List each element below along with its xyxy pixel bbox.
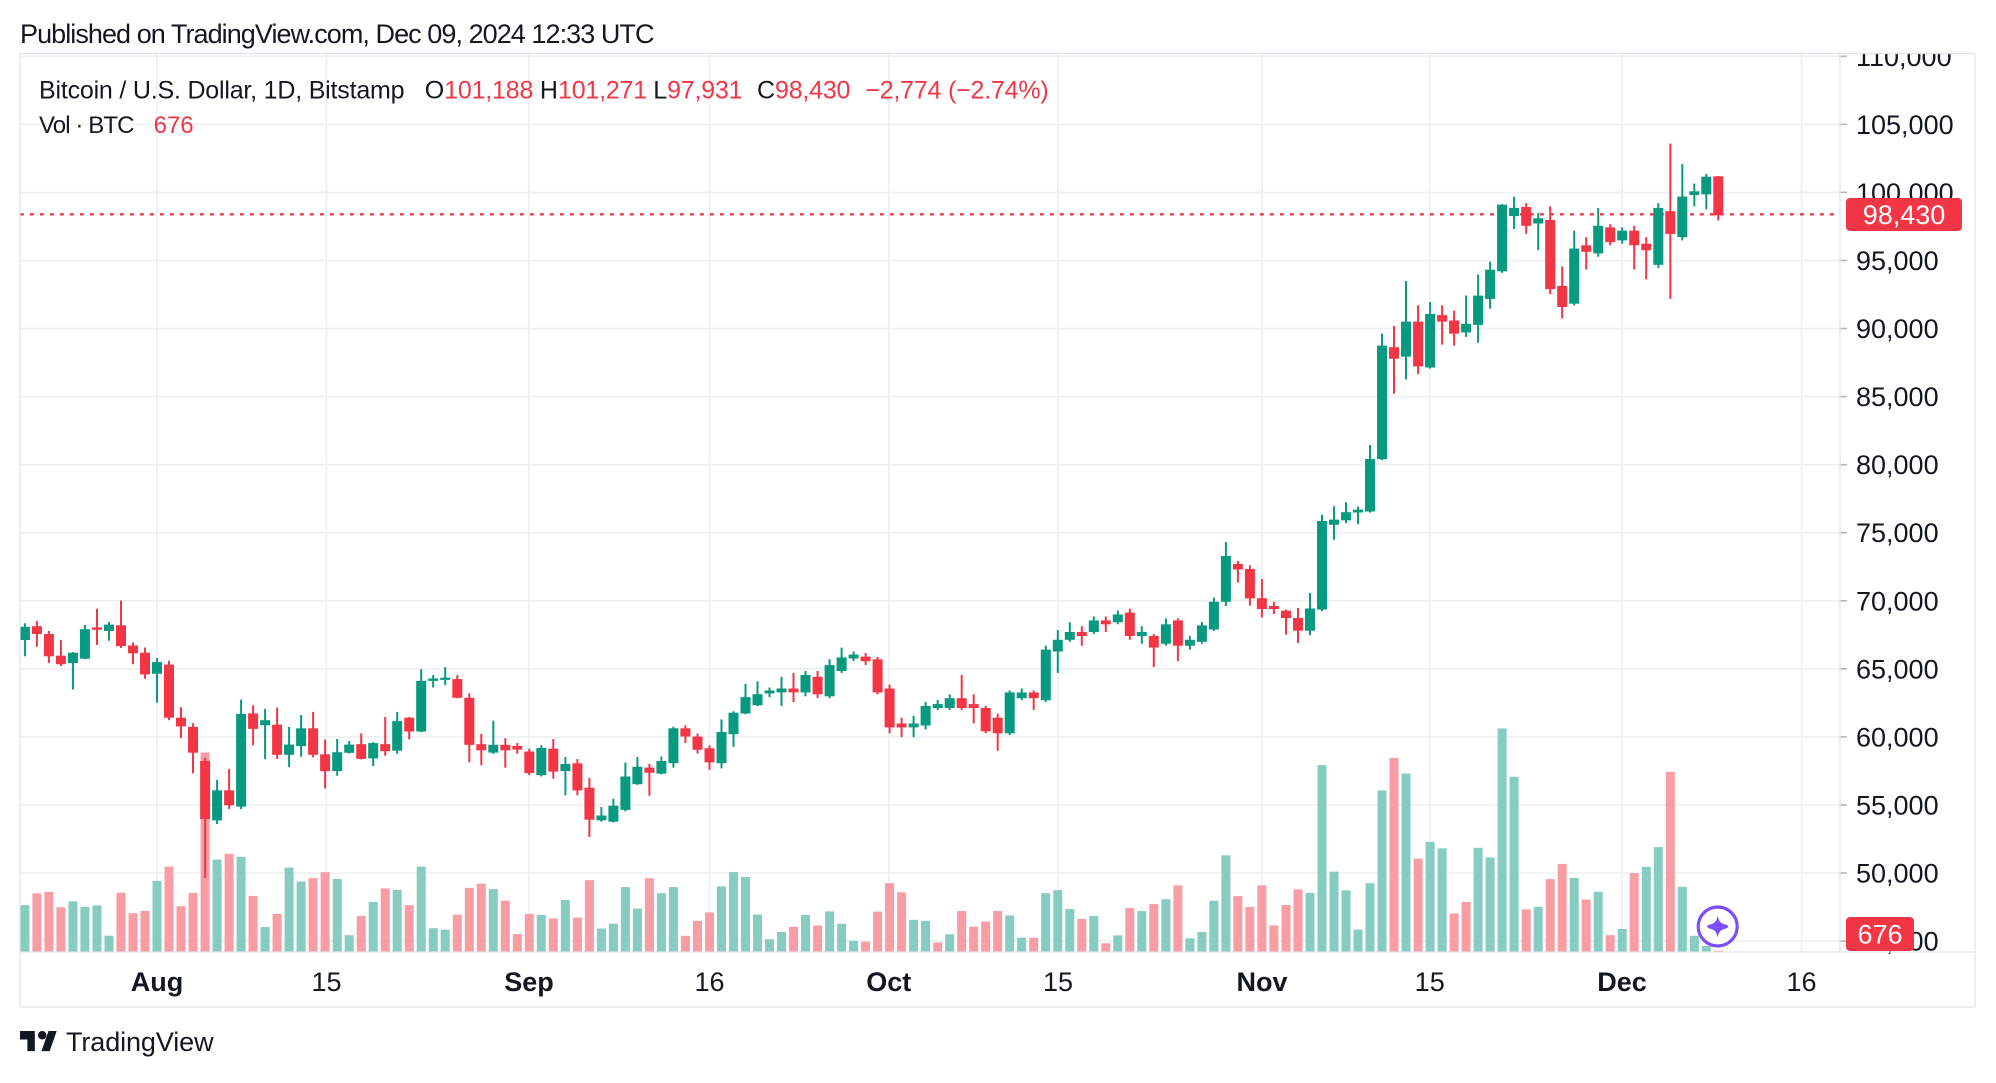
svg-text:L: L <box>653 77 667 105</box>
svg-text:101,271: 101,271 <box>558 77 647 105</box>
svg-text:Oct: Oct <box>866 967 911 997</box>
svg-text:75,000: 75,000 <box>1856 518 1939 548</box>
svg-text:676: 676 <box>154 112 194 139</box>
svg-text:65,000: 65,000 <box>1856 654 1939 684</box>
svg-text:55,000: 55,000 <box>1856 791 1939 821</box>
svg-text:70,000: 70,000 <box>1856 586 1939 616</box>
svg-text:TradingView: TradingView <box>66 1027 214 1057</box>
svg-text:97,931: 97,931 <box>667 77 742 105</box>
svg-text:101,188: 101,188 <box>444 77 533 105</box>
svg-text:H: H <box>540 77 558 105</box>
svg-text:676: 676 <box>1857 920 1902 950</box>
svg-text:16: 16 <box>694 967 724 997</box>
svg-text:95,000: 95,000 <box>1856 246 1939 276</box>
svg-text:Bitcoin / U.S. Dollar, 1D, Bit: Bitcoin / U.S. Dollar, 1D, Bitstamp <box>39 77 404 105</box>
svg-text:O: O <box>425 77 444 105</box>
svg-text:Vol · BTC: Vol · BTC <box>39 112 134 139</box>
svg-text:90,000: 90,000 <box>1856 314 1939 344</box>
svg-text:85,000: 85,000 <box>1856 382 1939 412</box>
svg-text:Dec: Dec <box>1597 967 1647 997</box>
svg-text:15: 15 <box>311 967 341 997</box>
svg-text:15: 15 <box>1415 967 1445 997</box>
svg-text:C: C <box>757 77 775 105</box>
svg-text:98,430: 98,430 <box>1863 200 1946 230</box>
svg-text:60,000: 60,000 <box>1856 722 1939 752</box>
svg-text:Published on TradingView.com,: Published on TradingView.com, Dec 09, 20… <box>20 19 654 49</box>
svg-text:Aug: Aug <box>131 967 183 997</box>
svg-text:50,000: 50,000 <box>1856 859 1939 889</box>
svg-text:−2,774 (−2.74%): −2,774 (−2.74%) <box>865 77 1048 105</box>
svg-text:16: 16 <box>1786 967 1816 997</box>
svg-text:98,430: 98,430 <box>775 77 850 105</box>
svg-text:15: 15 <box>1043 967 1073 997</box>
svg-text:80,000: 80,000 <box>1856 450 1939 480</box>
svg-text:Nov: Nov <box>1236 967 1287 997</box>
svg-text:105,000: 105,000 <box>1856 110 1954 140</box>
svg-text:Sep: Sep <box>504 967 554 997</box>
